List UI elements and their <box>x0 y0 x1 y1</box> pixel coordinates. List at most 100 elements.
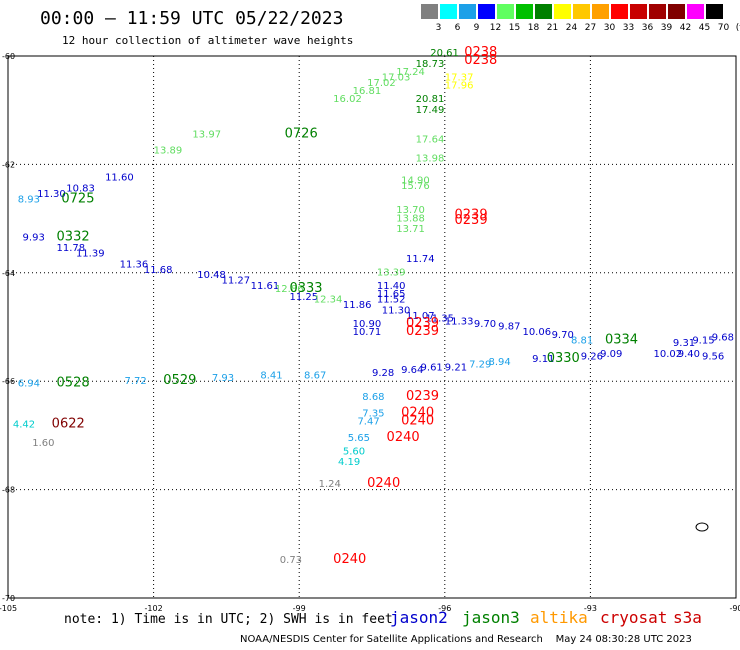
wave-height-label: 0333 <box>289 281 322 296</box>
wave-height-label: 17.96 <box>445 81 474 92</box>
page-subtitle: 12 hour collection of altimeter wave hei… <box>62 34 354 47</box>
wave-height-label: 11.30 <box>37 189 66 200</box>
wave-height-label: 11.25 <box>289 292 318 303</box>
wave-height-label: 20.61 <box>430 48 459 59</box>
legend-swatch <box>649 4 666 19</box>
wave-height-label: 20.81 <box>416 94 445 105</box>
wave-height-label: 7.93 <box>212 373 234 384</box>
wave-height-label: 7.72 <box>124 376 146 387</box>
wave-height-label: 11.36 <box>120 259 149 270</box>
wave-height-label: 9.11 <box>532 354 554 365</box>
wave-height-label: 9.61 <box>421 362 443 373</box>
wave-height-label: 16.81 <box>353 86 382 97</box>
wave-height-label: 11.60 <box>105 173 134 184</box>
wave-height-label: 9.70 <box>552 330 574 341</box>
wave-height-label: 9.15 <box>692 335 714 346</box>
wave-height-label: 8.81 <box>571 335 593 346</box>
satellite-altika: altika <box>530 608 588 627</box>
legend-label: 45 <box>698 23 711 33</box>
legend-swatch <box>478 4 495 19</box>
lat-tick-label: -68 <box>2 486 15 495</box>
wave-height-label: 5.65 <box>348 433 370 444</box>
legend-label: (ft) <box>735 23 740 33</box>
wave-height-label: 9.21 <box>445 362 467 373</box>
wave-height-label: 0725 <box>61 191 94 206</box>
legend-label: 3 <box>435 23 442 33</box>
satellite-s3a: s3a <box>673 608 702 627</box>
island-outline <box>695 522 709 532</box>
wave-height-label: 9.64 <box>401 365 423 376</box>
wave-height-label: 9.87 <box>498 322 520 333</box>
wave-height-label: 0622 <box>52 416 85 431</box>
legend-label: 30 <box>603 23 616 33</box>
wave-height-label: 17.64 <box>416 135 445 146</box>
legend-label: 18 <box>527 23 540 33</box>
wave-height-label: 0239 <box>455 213 488 228</box>
wave-height-label: 0240 <box>333 552 366 567</box>
wave-height-label: 0239 <box>455 208 488 223</box>
wave-height-label: 0528 <box>57 376 90 391</box>
wave-height-label: 11.33 <box>445 316 474 327</box>
wave-height-label: 13.88 <box>396 213 425 224</box>
wave-height-label: 8.93 <box>18 194 40 205</box>
wave-height-label: 9.93 <box>23 232 45 243</box>
credit-line: NOAA/NESDIS Center for Satellite Applica… <box>240 634 692 645</box>
satellite-jason3: jason3 <box>462 608 520 627</box>
wave-height-label: 7.47 <box>357 417 379 428</box>
legend-swatch <box>630 4 647 19</box>
wave-height-label: 9.70 <box>474 319 496 330</box>
wave-height-label: 9.09 <box>600 349 622 360</box>
wave-height-label: 10.90 <box>353 319 382 330</box>
wave-height-label: 9.56 <box>702 352 724 363</box>
wave-height-label: 8.68 <box>362 392 384 403</box>
legend-label: 24 <box>565 23 578 33</box>
wave-height-label: 17.49 <box>416 105 445 116</box>
wave-height-label: 17.02 <box>367 78 396 89</box>
wave-height-label: 0332 <box>57 229 90 244</box>
wave-height-label: 11.74 <box>406 254 435 265</box>
wave-height-label: 13.39 <box>377 268 406 279</box>
wave-height-label: 12.34 <box>314 295 343 306</box>
wave-height-label: 8.41 <box>260 370 282 381</box>
satellite-cryosat: cryosat <box>600 608 668 627</box>
legend-swatch <box>554 4 571 19</box>
page-title: 00:00 – 11:59 UTC 05/22/2023 <box>40 8 344 29</box>
wave-height-label: 18.73 <box>416 59 445 70</box>
wave-height-label: 11.61 <box>251 281 280 292</box>
legend-swatch <box>497 4 514 19</box>
legend-label: 39 <box>660 23 673 33</box>
wave-height-label: 8.94 <box>488 357 510 368</box>
lon-tick-label: -102 <box>145 604 163 613</box>
wave-height-label: 4.19 <box>338 457 360 468</box>
wave-height-label: 10.71 <box>353 327 382 338</box>
legend-swatch <box>573 4 590 19</box>
wave-height-label: 11.30 <box>382 305 411 316</box>
wave-height-label: 0240 <box>367 476 400 491</box>
lon-tick-label: -90 <box>729 604 740 613</box>
wave-height-label: 8.67 <box>304 370 326 381</box>
wave-height-label: 0.73 <box>280 555 302 566</box>
wave-height-label: 11.52 <box>377 295 406 306</box>
wave-height-label: 0240 <box>387 430 420 445</box>
legend-swatch <box>668 4 685 19</box>
wave-height-label: 10.02 <box>653 349 682 360</box>
legend-label: 15 <box>508 23 521 33</box>
wave-height-label: 10.83 <box>66 184 95 195</box>
wave-height-label: 9.40 <box>678 349 700 360</box>
wave-height-label: 12.86 <box>275 284 304 295</box>
legend-swatch <box>687 4 704 19</box>
wave-height-label: 14.90 <box>401 175 430 186</box>
wave-height-label: 0334 <box>605 332 638 347</box>
wave-height-label: 13.98 <box>416 154 445 165</box>
wave-height-label: 0240 <box>401 405 434 420</box>
wave-height-label: 11.35 <box>425 314 454 325</box>
map-frame <box>7 55 737 599</box>
wave-height-label: 9.26 <box>581 352 603 363</box>
wave-height-label: 4.42 <box>13 419 35 430</box>
wave-height-label: 13.71 <box>396 224 425 235</box>
legend-swatch <box>535 4 552 19</box>
wave-height-label: 13.97 <box>192 129 221 140</box>
wave-height-label: 11.07 <box>406 311 435 322</box>
